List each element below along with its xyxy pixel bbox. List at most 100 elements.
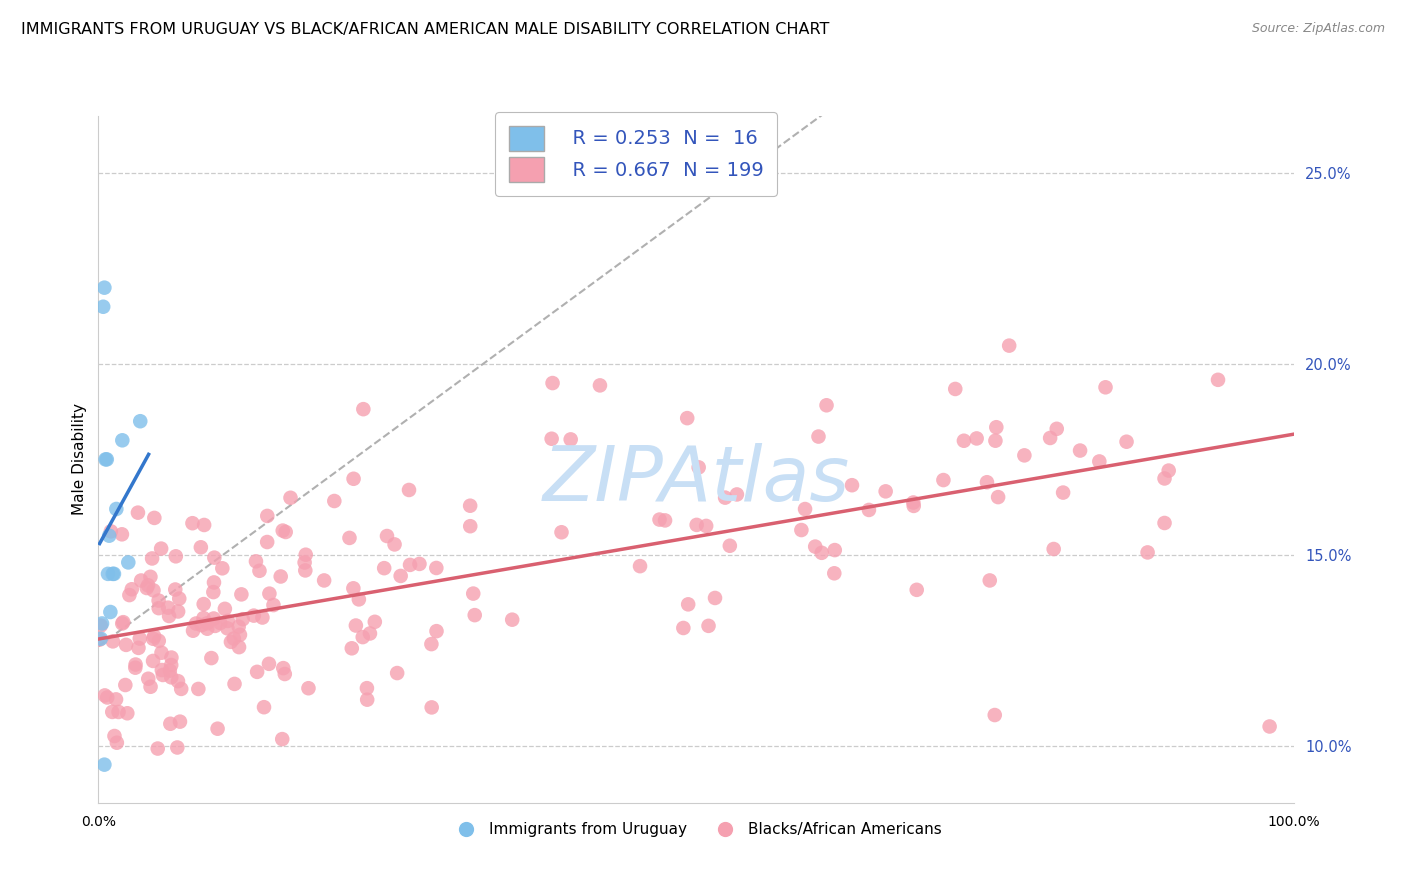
Point	[903, 499, 925, 513]
Point	[142, 654, 165, 668]
Point	[807, 429, 830, 443]
Point	[356, 692, 378, 706]
Legend: Immigrants from Uruguay, Blacks/African Americans: Immigrants from Uruguay, Blacks/African …	[444, 816, 948, 843]
Point	[202, 575, 225, 590]
Point	[271, 732, 294, 747]
Point	[195, 622, 218, 636]
Point	[193, 597, 215, 611]
Point	[352, 402, 374, 417]
Point	[129, 414, 152, 428]
Point	[228, 620, 250, 634]
Point	[207, 722, 229, 736]
Point	[202, 585, 225, 599]
Point	[373, 561, 395, 575]
Point	[274, 524, 297, 539]
Point	[560, 433, 582, 447]
Text: Source: ZipAtlas.com: Source: ZipAtlas.com	[1251, 22, 1385, 36]
Point	[209, 615, 232, 630]
Point	[347, 592, 370, 607]
Point	[815, 398, 838, 412]
Point	[187, 681, 209, 696]
Point	[905, 582, 928, 597]
Point	[143, 511, 166, 525]
Point	[181, 516, 204, 531]
Point	[103, 729, 125, 743]
Point	[375, 529, 398, 543]
Point	[166, 740, 188, 755]
Point	[146, 741, 169, 756]
Y-axis label: Male Disability: Male Disability	[72, 403, 87, 516]
Point	[193, 518, 215, 533]
Point	[91, 300, 114, 314]
Point	[159, 716, 181, 731]
Point	[98, 605, 122, 619]
Point	[399, 558, 422, 572]
Point	[425, 624, 447, 639]
Point	[294, 556, 316, 570]
Point	[654, 513, 676, 527]
Point	[794, 502, 817, 516]
Point	[294, 563, 316, 577]
Point	[464, 608, 486, 623]
Point	[121, 582, 143, 597]
Point	[314, 574, 336, 588]
Point	[105, 692, 128, 706]
Point	[364, 615, 387, 629]
Point	[253, 700, 276, 714]
Point	[89, 632, 111, 647]
Point	[214, 602, 236, 616]
Point	[297, 681, 319, 696]
Point	[697, 619, 720, 633]
Point	[97, 566, 120, 581]
Point	[1042, 541, 1064, 556]
Point	[111, 434, 134, 448]
Point	[688, 460, 710, 475]
Point	[628, 559, 651, 574]
Point	[98, 529, 121, 543]
Point	[1153, 516, 1175, 530]
Point	[135, 581, 157, 595]
Point	[344, 618, 367, 632]
Point	[202, 611, 225, 625]
Point	[117, 555, 139, 570]
Text: IMMIGRANTS FROM URUGUAY VS BLACK/AFRICAN AMERICAN MALE DISABILITY CORRELATION CH: IMMIGRANTS FROM URUGUAY VS BLACK/AFRICAN…	[21, 22, 830, 37]
Point	[136, 578, 159, 592]
Point	[167, 674, 190, 689]
Point	[228, 640, 250, 654]
Point	[190, 541, 212, 555]
Point	[224, 677, 246, 691]
Point	[159, 664, 181, 678]
Point	[294, 548, 316, 562]
Point	[193, 611, 215, 625]
Point	[263, 598, 285, 612]
Point	[550, 525, 572, 540]
Point	[342, 472, 364, 486]
Point	[540, 432, 562, 446]
Point	[1039, 431, 1062, 445]
Point	[101, 634, 124, 648]
Point	[672, 621, 695, 635]
Point	[790, 523, 813, 537]
Point	[169, 714, 191, 729]
Point	[389, 569, 412, 583]
Point	[160, 650, 183, 665]
Point	[256, 535, 278, 549]
Point	[1136, 545, 1159, 559]
Point	[94, 452, 117, 467]
Point	[114, 678, 136, 692]
Point	[217, 621, 239, 635]
Point	[112, 615, 135, 629]
Point	[385, 666, 408, 681]
Point	[90, 632, 112, 646]
Point	[340, 641, 363, 656]
Point	[695, 519, 717, 533]
Point	[101, 705, 124, 719]
Point	[823, 566, 845, 581]
Point	[160, 670, 183, 684]
Point	[160, 658, 183, 673]
Point	[157, 600, 180, 615]
Point	[463, 586, 485, 600]
Point	[648, 512, 671, 526]
Point	[148, 593, 170, 607]
Point	[231, 587, 253, 601]
